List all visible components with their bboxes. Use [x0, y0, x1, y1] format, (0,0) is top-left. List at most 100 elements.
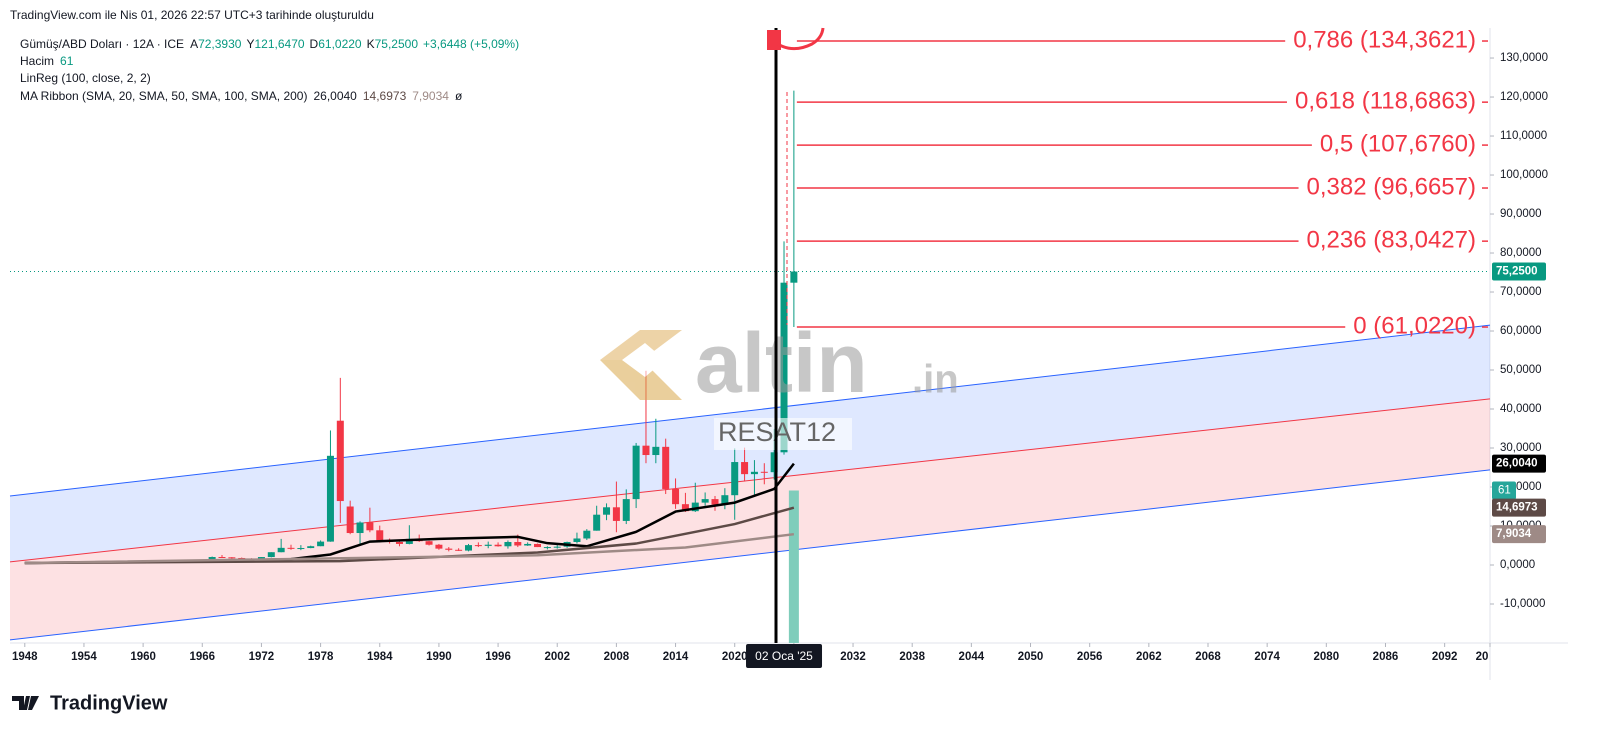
fib-label: 0,382 (96,6657) — [1307, 173, 1476, 200]
watermark-logo — [622, 343, 665, 377]
ma-ribbon-line — [24, 506, 795, 565]
symbol: Gümüş/ABD Doları · 12A · ICE — [20, 37, 184, 51]
candle-body — [652, 446, 660, 456]
flag-drawing — [771, 27, 825, 51]
x-tick-label: 2044 — [959, 651, 985, 663]
x-tick-label: 1960 — [130, 651, 156, 663]
ohlc-value: 121,6470 — [254, 37, 304, 51]
candle-body — [326, 455, 334, 542]
x-tick-label: 2092 — [1432, 651, 1458, 663]
ma-badge-label: 7,9034 — [1496, 528, 1532, 540]
candle-body — [346, 506, 354, 534]
candle-body — [297, 548, 305, 550]
x-tick-label: 2080 — [1314, 651, 1340, 663]
x-tick-label: 1966 — [189, 651, 215, 663]
volume-badge-label: 61 — [1498, 485, 1511, 497]
candle-body — [317, 541, 325, 547]
candle-body — [780, 282, 788, 453]
footer-logo: TradingView — [12, 692, 168, 714]
volume-badge — [1492, 481, 1516, 500]
ma-badge-label: 14,6973 — [1496, 502, 1538, 514]
candle-body — [356, 522, 364, 534]
candle-body — [524, 543, 532, 546]
legend-linreg: LinReg (100, close, 2, 2) — [20, 71, 151, 85]
candle-body — [583, 530, 591, 539]
candle-body — [603, 507, 611, 515]
last-price-badge — [1492, 262, 1546, 281]
candle-body — [336, 420, 344, 502]
candle-body — [484, 544, 492, 546]
user-label-bg — [714, 418, 852, 450]
x-tick-label: 1972 — [249, 651, 275, 663]
fib-label: 0 (61,0220) — [1353, 312, 1476, 339]
fib-label: 0,618 (118,6863) — [1295, 87, 1476, 114]
candle-body — [681, 504, 689, 512]
candle-body — [573, 538, 581, 542]
candle-body — [514, 541, 522, 546]
watermark: altin .in — [600, 316, 959, 410]
x-tick-label: 2062 — [1136, 651, 1162, 663]
candle-body — [208, 557, 216, 560]
candle-body — [445, 548, 453, 550]
candle-body — [494, 544, 502, 547]
candle-body — [405, 538, 413, 544]
x-tick-label: 20 — [1476, 651, 1489, 663]
ribbon-end: ø — [455, 89, 463, 103]
watermark-logo — [600, 360, 682, 400]
x-tick-label: 2002 — [544, 651, 570, 663]
x-tick-label: 1978 — [308, 651, 334, 663]
ohlc-key: A — [190, 37, 198, 51]
legend-symbol-row: Gümüş/ABD Doları · 12A · ICE A72,3930 Y121… — [20, 37, 519, 51]
x-tick-label: 1996 — [485, 651, 511, 663]
candle-body — [750, 471, 758, 475]
y-tick-label: 110,0000 — [1500, 130, 1547, 142]
candle-body — [238, 557, 246, 559]
y-tick-label: 30,0000 — [1500, 442, 1542, 454]
ohlc-key: K — [367, 37, 375, 51]
candle-body — [307, 546, 315, 549]
y-tick-label: 100,0000 — [1500, 169, 1548, 181]
last-price-label: 75,2500 — [1496, 266, 1538, 278]
volume-value: 61 — [60, 54, 74, 68]
candle-body — [721, 495, 729, 505]
crosshair-badge — [746, 644, 823, 668]
ribbon-name: MA Ribbon (SMA, 20, SMA, 50, SMA, 100, S… — [20, 89, 307, 103]
legend-volume-row: Hacim 61 — [20, 54, 74, 68]
ma-badge — [1492, 525, 1546, 544]
candle-body — [218, 557, 226, 559]
y-tick-label: -10,0000 — [1500, 598, 1545, 610]
candle-body — [691, 502, 699, 512]
candle-body — [593, 514, 601, 531]
y-tick-label: 130,0000 — [1500, 52, 1548, 64]
x-tick-label: 2032 — [840, 651, 866, 663]
ohlc-value: 75,2500 — [375, 37, 419, 51]
logo-icon — [12, 696, 39, 710]
candle-body — [612, 507, 620, 521]
candle-body — [632, 445, 640, 500]
y-tick-label: 60,0000 — [1500, 325, 1542, 337]
fib-label: 0,236 (83,0427) — [1307, 226, 1476, 253]
x-tick-label: 2014 — [663, 651, 689, 663]
candle-body — [642, 445, 650, 456]
candle-body — [622, 499, 630, 521]
candle-body — [287, 547, 295, 549]
ribbon-value: 14,6973 — [363, 89, 407, 103]
candle-body — [701, 499, 709, 503]
x-tick-label: 2050 — [1018, 651, 1044, 663]
candle-body — [366, 522, 374, 531]
y-tick-label: 50,0000 — [1500, 364, 1542, 376]
x-tick-label: 2068 — [1195, 651, 1221, 663]
created-note: TradingView.com ile Nis 01, 2026 22:57 U… — [10, 8, 374, 22]
candle-body — [731, 462, 739, 496]
volume-name: Hacim — [20, 54, 54, 68]
ohlc-value: 61,0220 — [318, 37, 362, 51]
candle-body — [760, 471, 768, 473]
x-tick-label: 1954 — [71, 651, 97, 663]
candle-body — [395, 541, 403, 544]
ma-badge-label: 26,0040 — [1496, 458, 1538, 470]
candle-body — [376, 530, 384, 541]
candle-body — [464, 545, 472, 551]
y-tick-label: 80,0000 — [1500, 247, 1542, 259]
